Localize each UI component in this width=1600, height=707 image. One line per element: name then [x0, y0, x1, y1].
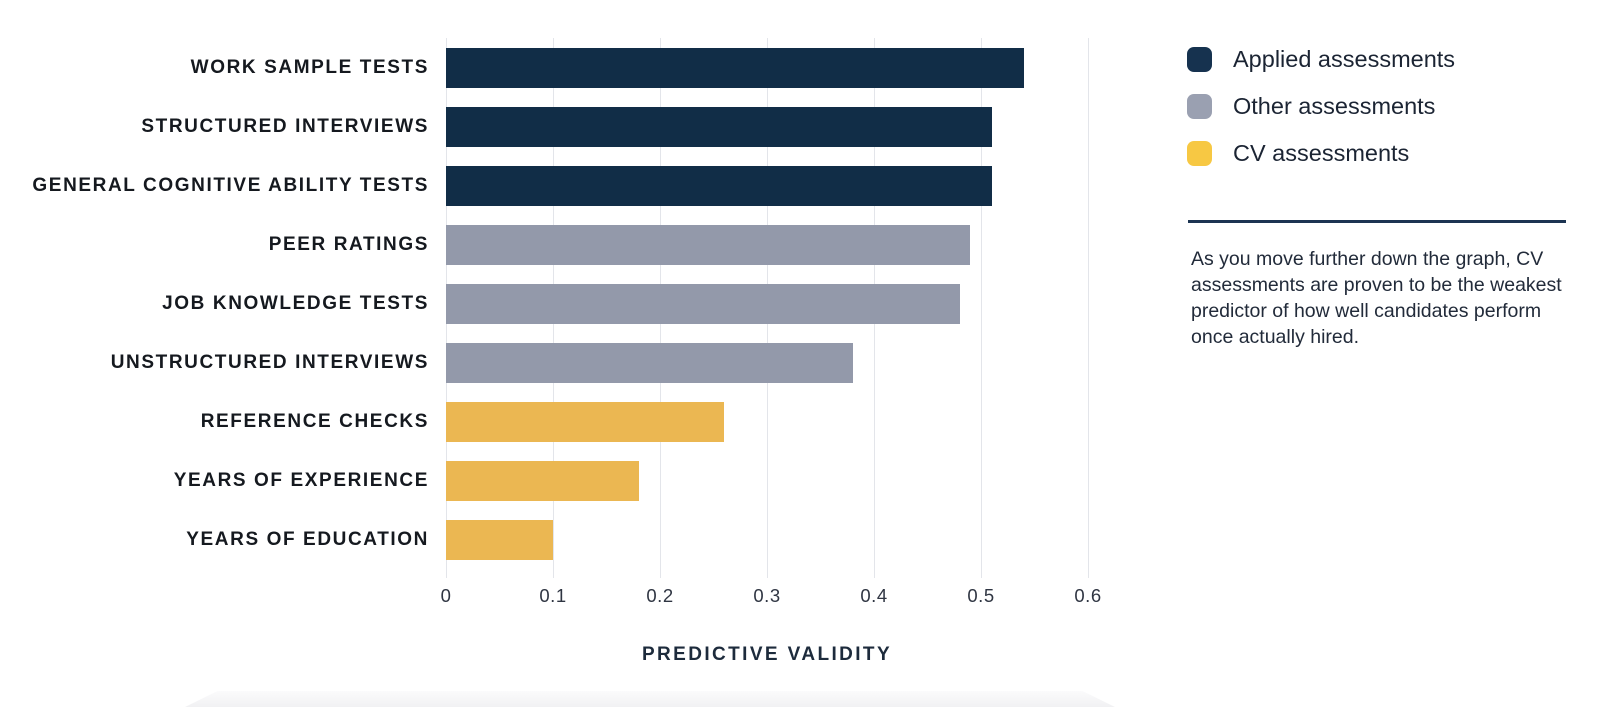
category-label-unstructured-interviews: UNSTRUCTURED INTERVIEWS: [110, 352, 429, 373]
annotation-text: As you move further down the graph, CV a…: [1191, 248, 1562, 348]
gridline-x-0.6: [1088, 38, 1089, 578]
category-axis-labels: WORK SAMPLE TESTS STRUCTURED INTERVIEWS GE…: [0, 38, 429, 578]
bar-years-of-education: [446, 520, 553, 560]
bar-general-cognitive-ability-tests: [446, 166, 992, 206]
legend-swatch-cv-icon: [1187, 140, 1212, 166]
legend-label-other: Other assessments: [1233, 92, 1436, 119]
bar-job-knowledge-tests: [446, 284, 960, 324]
category-label-years-of-experience: YEARS OF EXPERIENCE: [173, 470, 429, 491]
x-tick-label-0.2: 0.2: [646, 585, 674, 606]
plot-area: [446, 38, 1089, 578]
x-axis-title: PREDICTIVE VALIDITY: [641, 644, 893, 665]
x-tick-label-0.3: 0.3: [753, 585, 781, 606]
x-tick-label-0.5: 0.5: [967, 585, 995, 606]
legend: Applied assessments Other assessments CV…: [1187, 46, 1455, 187]
legend-item-applied: Applied assessments: [1187, 46, 1455, 72]
category-label-work-sample-tests: WORK SAMPLE TESTS: [190, 57, 429, 78]
bar-years-of-experience: [446, 461, 639, 501]
bar-work-sample-tests: [446, 48, 1024, 88]
bar-peer-ratings: [446, 225, 971, 265]
bottom-card-edge: [185, 691, 1115, 707]
legend-divider: [1188, 220, 1566, 223]
gridline-x-0.5: [981, 38, 982, 578]
category-label-job-knowledge-tests: JOB KNOWLEDGE TESTS: [162, 293, 429, 314]
category-label-peer-ratings: PEER RATINGS: [268, 234, 429, 255]
category-label-years-of-education: YEARS OF EDUCATION: [186, 529, 429, 550]
x-tick-label-0.1: 0.1: [539, 585, 567, 606]
bar-unstructured-interviews: [446, 343, 853, 383]
legend-item-cv: CV assessments: [1187, 140, 1455, 166]
bar-reference-checks: [446, 402, 725, 442]
legend-swatch-other-icon: [1187, 93, 1212, 119]
x-tick-label-0.4: 0.4: [860, 585, 888, 606]
bar-structured-interviews: [446, 107, 992, 147]
category-label-structured-interviews: STRUCTURED INTERVIEWS: [141, 116, 429, 137]
x-tick-label-0: 0: [440, 585, 452, 606]
x-axis-ticks: 0 0.1 0.2 0.3 0.4 0.5 0.6: [441, 585, 1102, 609]
category-label-reference-checks: REFERENCE CHECKS: [200, 411, 429, 432]
legend-label-applied: Applied assessments: [1233, 45, 1456, 72]
legend-label-cv: CV assessments: [1233, 139, 1410, 166]
x-tick-label-0.6: 0.6: [1074, 585, 1102, 606]
legend-swatch-applied-icon: [1187, 46, 1212, 72]
legend-item-other: Other assessments: [1187, 93, 1455, 119]
category-label-general-cognitive-ability-tests: GENERAL COGNITIVE ABILITY TESTS: [32, 175, 429, 196]
